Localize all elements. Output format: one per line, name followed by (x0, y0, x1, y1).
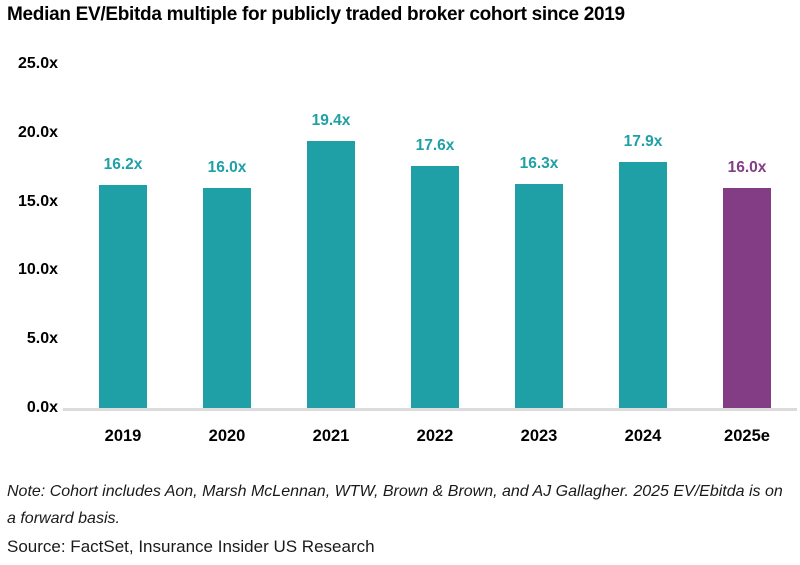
bar-2019 (99, 185, 147, 408)
bar-2024 (619, 161, 667, 408)
bar-group-2019: 16.2x (71, 64, 175, 408)
bar-group-2021: 19.4x (279, 64, 383, 408)
bar-group-2020: 16.0x (175, 64, 279, 408)
chart-title: Median EV/Ebitda multiple for publicly t… (7, 4, 625, 25)
bar-2022 (411, 165, 459, 408)
bar-value-label: 16.2x (103, 156, 143, 174)
x-tick-label: 2022 (416, 427, 454, 445)
bar-group-2025e: 16.0x (695, 64, 799, 408)
bar-value-label: 16.0x (727, 158, 767, 176)
bar-2023 (515, 183, 563, 408)
y-tick-label: 10.0x (17, 261, 58, 279)
x-tick-label: 2020 (208, 427, 246, 445)
bar-value-label: 17.9x (623, 132, 663, 150)
bar-value-label: 16.3x (519, 154, 559, 172)
x-tick-label: 2025e (724, 427, 770, 445)
x-axis-line (63, 408, 797, 411)
bar-value-label: 19.4x (311, 112, 351, 130)
y-tick-label: 5.0x (26, 330, 58, 348)
x-tick-label: 2021 (312, 427, 350, 445)
y-tick-label: 20.0x (17, 123, 58, 141)
bar-2021 (307, 141, 355, 408)
bar-group-2023: 16.3x (487, 64, 591, 408)
y-tick-label: 15.0x (17, 192, 58, 210)
bar-value-label: 16.0x (207, 158, 247, 176)
x-tick-label: 2019 (104, 427, 142, 445)
y-axis: 0.0x 5.0x 10.0x 15.0x 20.0x 25.0x (0, 0, 58, 440)
y-tick-label: 25.0x (17, 55, 58, 72)
x-tick-label: 2024 (624, 427, 662, 445)
footnote: Note: Cohort includes Aon, Marsh McLenna… (7, 483, 783, 528)
bar-value-label: 17.6x (415, 136, 455, 154)
bar-group-2024: 17.9x (591, 64, 695, 408)
bar-group-2022: 17.6x (383, 64, 487, 408)
bar-2025e (723, 187, 771, 408)
plot-area: 16.2x 16.0x 19.4x 17.6x 16.3x 17.9x 16.0x (71, 64, 799, 408)
y-tick-label: 0.0x (26, 399, 58, 416)
bar-2020 (203, 187, 251, 408)
source-line: Source: FactSet, Insurance Insider US Re… (7, 537, 375, 556)
x-tick-label: 2023 (520, 427, 558, 445)
